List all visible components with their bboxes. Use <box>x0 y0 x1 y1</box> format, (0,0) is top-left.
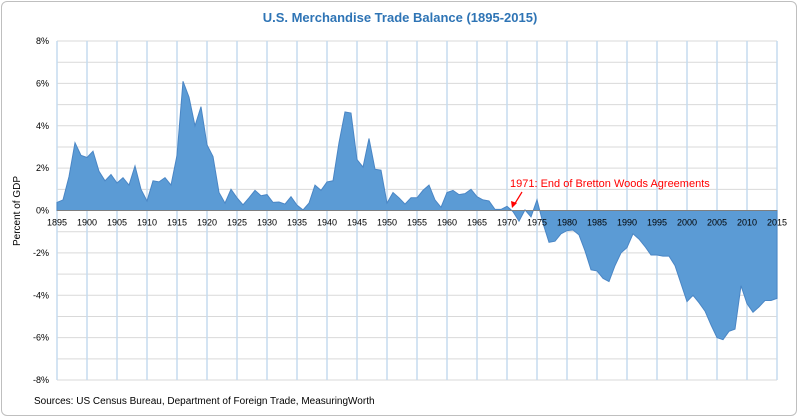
y-tick-label: 0% <box>36 206 49 216</box>
x-tick-label: 2000 <box>677 218 697 228</box>
x-tick-label: 1930 <box>257 218 277 228</box>
x-tick-label: 2005 <box>707 218 727 228</box>
x-tick-label: 1940 <box>317 218 337 228</box>
y-tick-label: -6% <box>33 333 49 343</box>
chart-title: U.S. Merchandise Trade Balance (1895-201… <box>263 10 538 25</box>
x-tick-label: 1955 <box>407 218 427 228</box>
y-tick-label: 4% <box>36 121 49 131</box>
x-tick-label: 1925 <box>227 218 247 228</box>
y-tick-label: -8% <box>33 375 49 385</box>
x-tick-label: 1935 <box>287 218 307 228</box>
annotation-label: 1971: End of Bretton Woods Agreements <box>510 178 710 190</box>
y-tick-label: 6% <box>36 78 49 88</box>
x-tick-label: 1950 <box>377 218 397 228</box>
x-tick-label: 1975 <box>527 218 547 228</box>
x-tick-label: 1965 <box>467 218 487 228</box>
annotation-arrow <box>511 191 523 208</box>
y-tick-label: 8% <box>36 36 49 46</box>
x-tick-label: 1990 <box>617 218 637 228</box>
y-tick-label: -2% <box>33 248 49 258</box>
x-tick-label: 1920 <box>197 218 217 228</box>
x-tick-label: 1970 <box>497 218 517 228</box>
x-tick-label: 2010 <box>737 218 757 228</box>
x-tick-label: 1995 <box>647 218 667 228</box>
y-tick-label: 2% <box>36 163 49 173</box>
x-tick-label: 1915 <box>167 218 187 228</box>
x-tick-label: 1945 <box>347 218 367 228</box>
x-tick-label: 1910 <box>137 218 157 228</box>
x-tick-label: 1960 <box>437 218 457 228</box>
y-axis-label: Percent of GDP <box>12 176 23 246</box>
x-tick-label: 1985 <box>587 218 607 228</box>
x-tick-label: 1900 <box>77 218 97 228</box>
y-tick-label: -4% <box>33 290 49 300</box>
x-tick-label: 1905 <box>107 218 127 228</box>
source-note: Sources: US Census Bureau, Department of… <box>34 396 375 407</box>
x-tick-label: 2015 <box>767 218 787 228</box>
x-tick-label: 1980 <box>557 218 577 228</box>
x-tick-label: 1895 <box>47 218 67 228</box>
